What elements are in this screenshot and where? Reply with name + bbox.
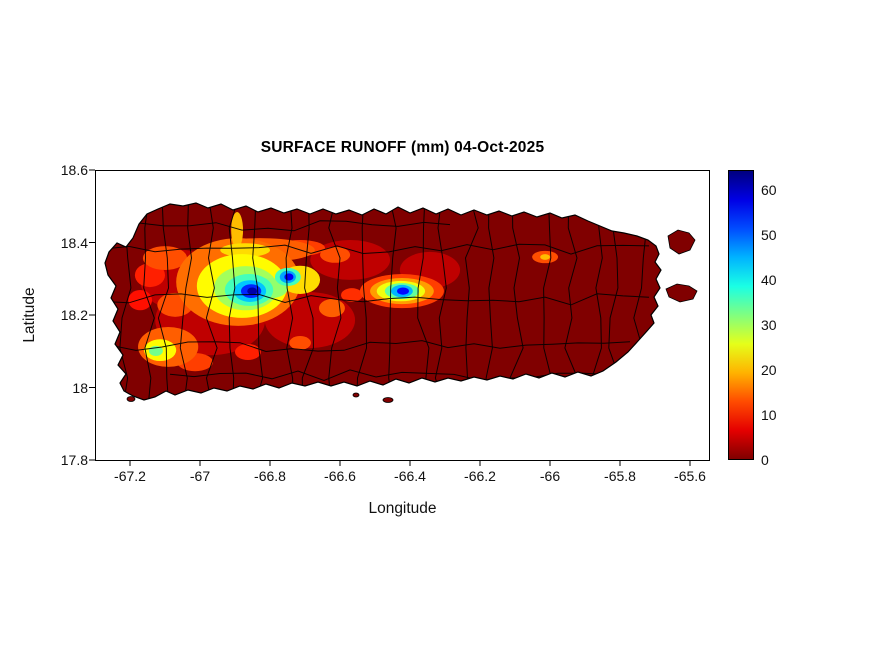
colorbar — [728, 170, 754, 460]
y-tick-label: 18.2 — [60, 307, 88, 323]
colorbar-tick-label: 10 — [761, 407, 777, 424]
colorbar-tick-label: 30 — [761, 317, 777, 334]
runoff-blob — [284, 273, 294, 281]
runoff-blob — [220, 243, 270, 257]
y-tick-label: 18.6 — [60, 162, 88, 178]
y-tick-label: 18 — [72, 379, 88, 396]
islet-south — [382, 397, 394, 403]
runoff-blob — [341, 288, 363, 302]
offshore-islands — [126, 229, 698, 403]
x-tick-label: -66.8 — [254, 468, 286, 484]
runoff-blob — [540, 254, 550, 260]
runoff-blob — [247, 287, 258, 295]
colorbar-tick-label: 40 — [761, 272, 777, 289]
island-east — [665, 283, 698, 303]
islet-southwest — [126, 396, 136, 402]
x-tick-label: -67.2 — [114, 468, 146, 484]
x-tick-label: -66.4 — [394, 468, 426, 484]
axis-tick-marks — [89, 169, 691, 466]
x-tick-label: -65.6 — [674, 468, 706, 484]
y-tick-label: 17.8 — [60, 452, 88, 468]
runoff-blob — [289, 336, 311, 350]
runoff-blob — [142, 246, 188, 271]
runoff-blob — [235, 344, 261, 360]
colorbar-tick-label: 60 — [761, 182, 777, 199]
island-northeast — [667, 229, 696, 255]
colorbar-tick-label: 20 — [761, 362, 777, 379]
islet-south-small — [352, 392, 360, 398]
x-tick-label: -66 — [539, 468, 561, 484]
x-tick-label: -66.6 — [324, 468, 356, 484]
axes-box — [95, 170, 710, 461]
x-tick-label: -66.2 — [464, 468, 496, 484]
colorbar-tick-label: 0 — [761, 452, 769, 468]
x-tick-label: -67 — [189, 468, 211, 484]
runoff-blob — [320, 246, 351, 263]
x-tick-label: -65.8 — [604, 468, 636, 484]
runoff-blob — [231, 212, 244, 249]
runoff-blob — [397, 287, 409, 295]
x-axis-label: Longitude — [368, 500, 437, 517]
colorbar-tick-label: 50 — [761, 227, 777, 244]
plot-title: SURFACE RUNOFF (mm) 04-Oct-2025 — [260, 139, 545, 156]
y-tick-label: 18.4 — [60, 234, 88, 251]
runoff-blob — [319, 299, 345, 318]
